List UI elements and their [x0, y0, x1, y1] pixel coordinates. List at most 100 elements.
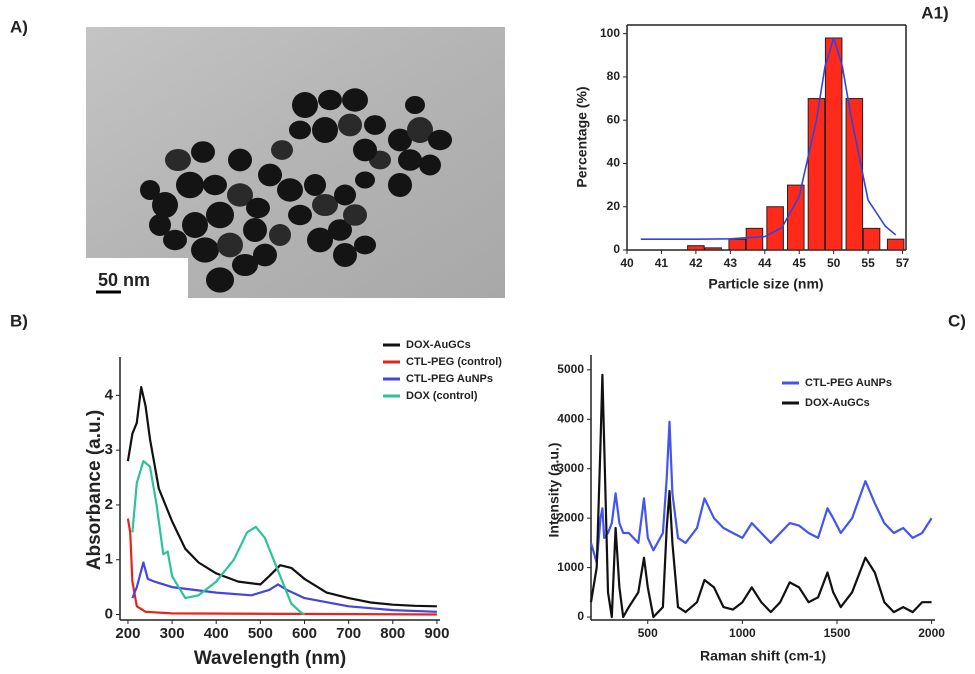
nanoparticle: [333, 243, 357, 267]
nanoparticle: [243, 218, 267, 242]
panel-label: A): [10, 17, 28, 36]
series-line: [126, 386, 437, 608]
x-tick-label: 600: [292, 625, 317, 642]
y-tick-label: 80: [607, 69, 621, 83]
nanoparticle: [292, 92, 318, 118]
x-tick-label: 1000: [729, 626, 756, 640]
nanoparticle: [277, 178, 303, 202]
y-tick-label: 1: [105, 551, 113, 568]
nanoparticle: [228, 148, 252, 172]
nanoparticle: [364, 115, 386, 135]
panel-label: C): [948, 311, 966, 330]
nanoparticle: [328, 219, 352, 241]
nanoparticle: [388, 173, 412, 197]
x-tick-label: 57: [896, 256, 910, 270]
x-tick-label: 55: [861, 256, 875, 270]
nanoparticle: [253, 243, 277, 267]
bar: [704, 247, 722, 251]
nanoparticle: [203, 174, 227, 196]
tem-image: [86, 27, 505, 298]
nanoparticle: [232, 253, 258, 277]
x-tick-label: 2000: [918, 626, 945, 640]
nanoparticle: [312, 117, 338, 143]
nanoparticle: [191, 141, 215, 163]
nanoparticle: [227, 183, 253, 207]
x-tick-label: 300: [160, 625, 185, 642]
y-tick-label: 2: [105, 496, 113, 513]
nanoparticle: [269, 224, 291, 246]
y-tick-label: 4000: [557, 411, 584, 425]
x-axis-label: Raman shift (cm-1): [700, 648, 826, 664]
bar: [787, 184, 805, 251]
nanoparticle: [288, 204, 312, 226]
x-tick-label: 45: [793, 256, 807, 270]
y-axis-label: Intensity (a.u.): [546, 443, 562, 538]
y-tick-label: 3000: [557, 461, 584, 475]
bar: [824, 37, 843, 251]
legend-label: DOX-AuGCs: [805, 397, 870, 409]
x-tick-label: 200: [115, 625, 140, 642]
nanoparticle: [289, 120, 311, 140]
bar: [862, 227, 881, 251]
nanoparticle: [405, 96, 425, 114]
bar: [728, 238, 746, 251]
legend-label: DOX-AuGCs: [406, 339, 471, 351]
bar: [687, 245, 705, 251]
nanoparticle: [149, 214, 171, 236]
nanoparticle: [140, 180, 160, 200]
y-tick-label: 0: [613, 242, 620, 256]
nanoparticle: [338, 113, 362, 137]
x-tick-label: 800: [380, 625, 405, 642]
nanoparticle: [191, 237, 219, 263]
nanoparticle: [407, 117, 433, 143]
y-tick-label: 3: [105, 441, 113, 458]
nanoparticle: [206, 267, 234, 293]
y-tick-label: 4: [105, 386, 114, 403]
y-tick-label: 1000: [557, 560, 584, 574]
x-tick-label: 50: [827, 256, 841, 270]
nanoparticle: [318, 89, 342, 111]
x-axis-label: Particle size (nm): [708, 276, 823, 292]
series-line: [131, 460, 306, 616]
nanoparticle: [398, 149, 422, 171]
series-line: [131, 561, 437, 613]
series-line: [589, 373, 932, 619]
x-tick-label: 500: [248, 625, 273, 642]
nanoparticle: [152, 192, 178, 218]
scale-bar-label: 50 nm: [98, 270, 150, 290]
nanoparticle: [355, 171, 375, 189]
nanoparticle: [258, 163, 282, 187]
x-tick-label: 1500: [824, 626, 851, 640]
nanoparticle: [217, 232, 243, 258]
x-tick-label: 40: [620, 256, 634, 270]
nanoparticle: [304, 174, 326, 196]
x-tick-label: 44: [758, 256, 772, 270]
nanoparticle: [165, 148, 191, 172]
y-axis-label: Percentage (%): [574, 86, 590, 187]
y-tick-label: 0: [105, 605, 113, 622]
nanoparticle: [163, 229, 187, 251]
x-tick-label: 500: [638, 626, 658, 640]
nanoparticle: [271, 140, 293, 160]
y-axis-label: Absorbance (a.u.): [84, 410, 105, 570]
x-tick-label: 43: [724, 256, 738, 270]
x-tick-label: 400: [204, 625, 229, 642]
x-tick-label: 41: [655, 256, 669, 270]
y-tick-label: 2000: [557, 510, 584, 524]
bar: [766, 206, 784, 251]
legend-label: CTL-PEG AuNPs: [406, 373, 493, 385]
nanoparticle: [343, 204, 367, 226]
y-tick-label: 20: [607, 199, 621, 213]
legend-label: CTL-PEG (control): [406, 356, 502, 368]
nanoparticle: [419, 154, 441, 176]
legend-label: CTL-PEG AuNPs: [805, 377, 892, 389]
x-tick-label: 900: [424, 625, 449, 642]
nanoparticle: [176, 171, 204, 199]
panel-label: B): [10, 311, 28, 330]
y-tick-label: 60: [607, 112, 621, 126]
bar: [886, 238, 905, 251]
nanoparticle: [334, 184, 356, 206]
x-axis-label: Wavelength (nm): [194, 648, 346, 669]
nanoparticle: [307, 227, 333, 253]
